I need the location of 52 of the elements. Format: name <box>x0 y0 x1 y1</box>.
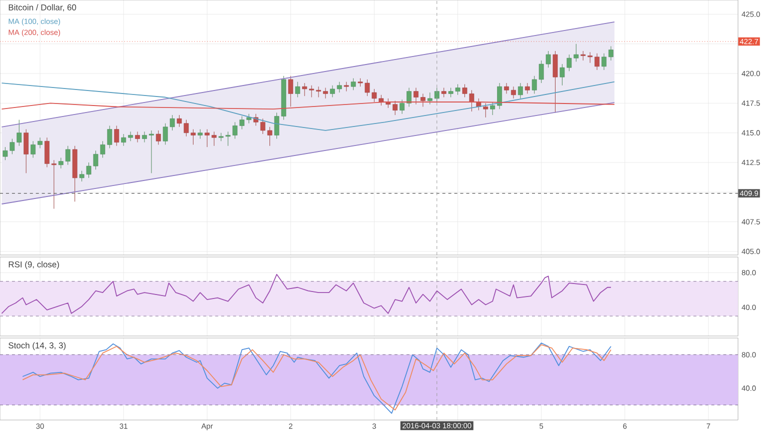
candlestick <box>511 86 516 99</box>
candlestick <box>232 122 238 140</box>
candlestick <box>400 99 405 114</box>
candlestick <box>350 78 356 90</box>
candlestick <box>239 116 244 130</box>
candlestick <box>323 88 328 99</box>
candlestick <box>218 132 224 142</box>
candlestick <box>414 88 418 105</box>
candlestick <box>497 82 502 110</box>
candlestick <box>121 134 126 146</box>
candlestick <box>316 86 321 98</box>
line-series <box>1 274 612 314</box>
candlestick <box>336 82 342 93</box>
candlestick <box>24 129 29 174</box>
candlestick <box>406 88 412 107</box>
candlestick <box>198 129 203 140</box>
candlestick <box>330 85 335 98</box>
candlestick <box>156 130 161 145</box>
candlestick <box>58 157 64 169</box>
candlestick <box>295 82 300 98</box>
candlestick <box>580 50 586 61</box>
candlestick <box>420 93 426 107</box>
candlestick <box>504 82 509 94</box>
candlestick <box>524 82 530 94</box>
candlestick <box>226 131 230 146</box>
candlestick <box>427 92 432 105</box>
chart-title: Stoch (14, 3, 3) <box>8 342 66 350</box>
candlestick <box>44 137 50 168</box>
candlestick <box>344 82 349 92</box>
candlestick <box>302 82 308 96</box>
candlestick <box>52 160 56 209</box>
candlestick <box>142 131 147 143</box>
candlestick <box>602 53 606 70</box>
candlestick <box>246 114 252 124</box>
chart-title: RSI (9, close) <box>8 261 59 270</box>
candlestick <box>38 137 42 149</box>
candlestick <box>441 88 446 98</box>
candlestick <box>288 76 294 107</box>
candlestick <box>65 146 70 166</box>
candlestick <box>608 46 614 61</box>
candlestick <box>148 130 154 174</box>
chart-title: Bitcoin / Dollar, 60 <box>8 4 76 12</box>
candlestick <box>128 131 133 142</box>
candlestick <box>552 50 558 113</box>
candlestick <box>594 53 600 70</box>
candlestick <box>490 102 496 116</box>
candlestick <box>114 125 120 146</box>
candlestick <box>309 85 314 98</box>
candlestick <box>30 140 36 158</box>
candlestick <box>135 131 140 143</box>
candlestick <box>518 82 523 99</box>
candlestick <box>588 52 593 64</box>
